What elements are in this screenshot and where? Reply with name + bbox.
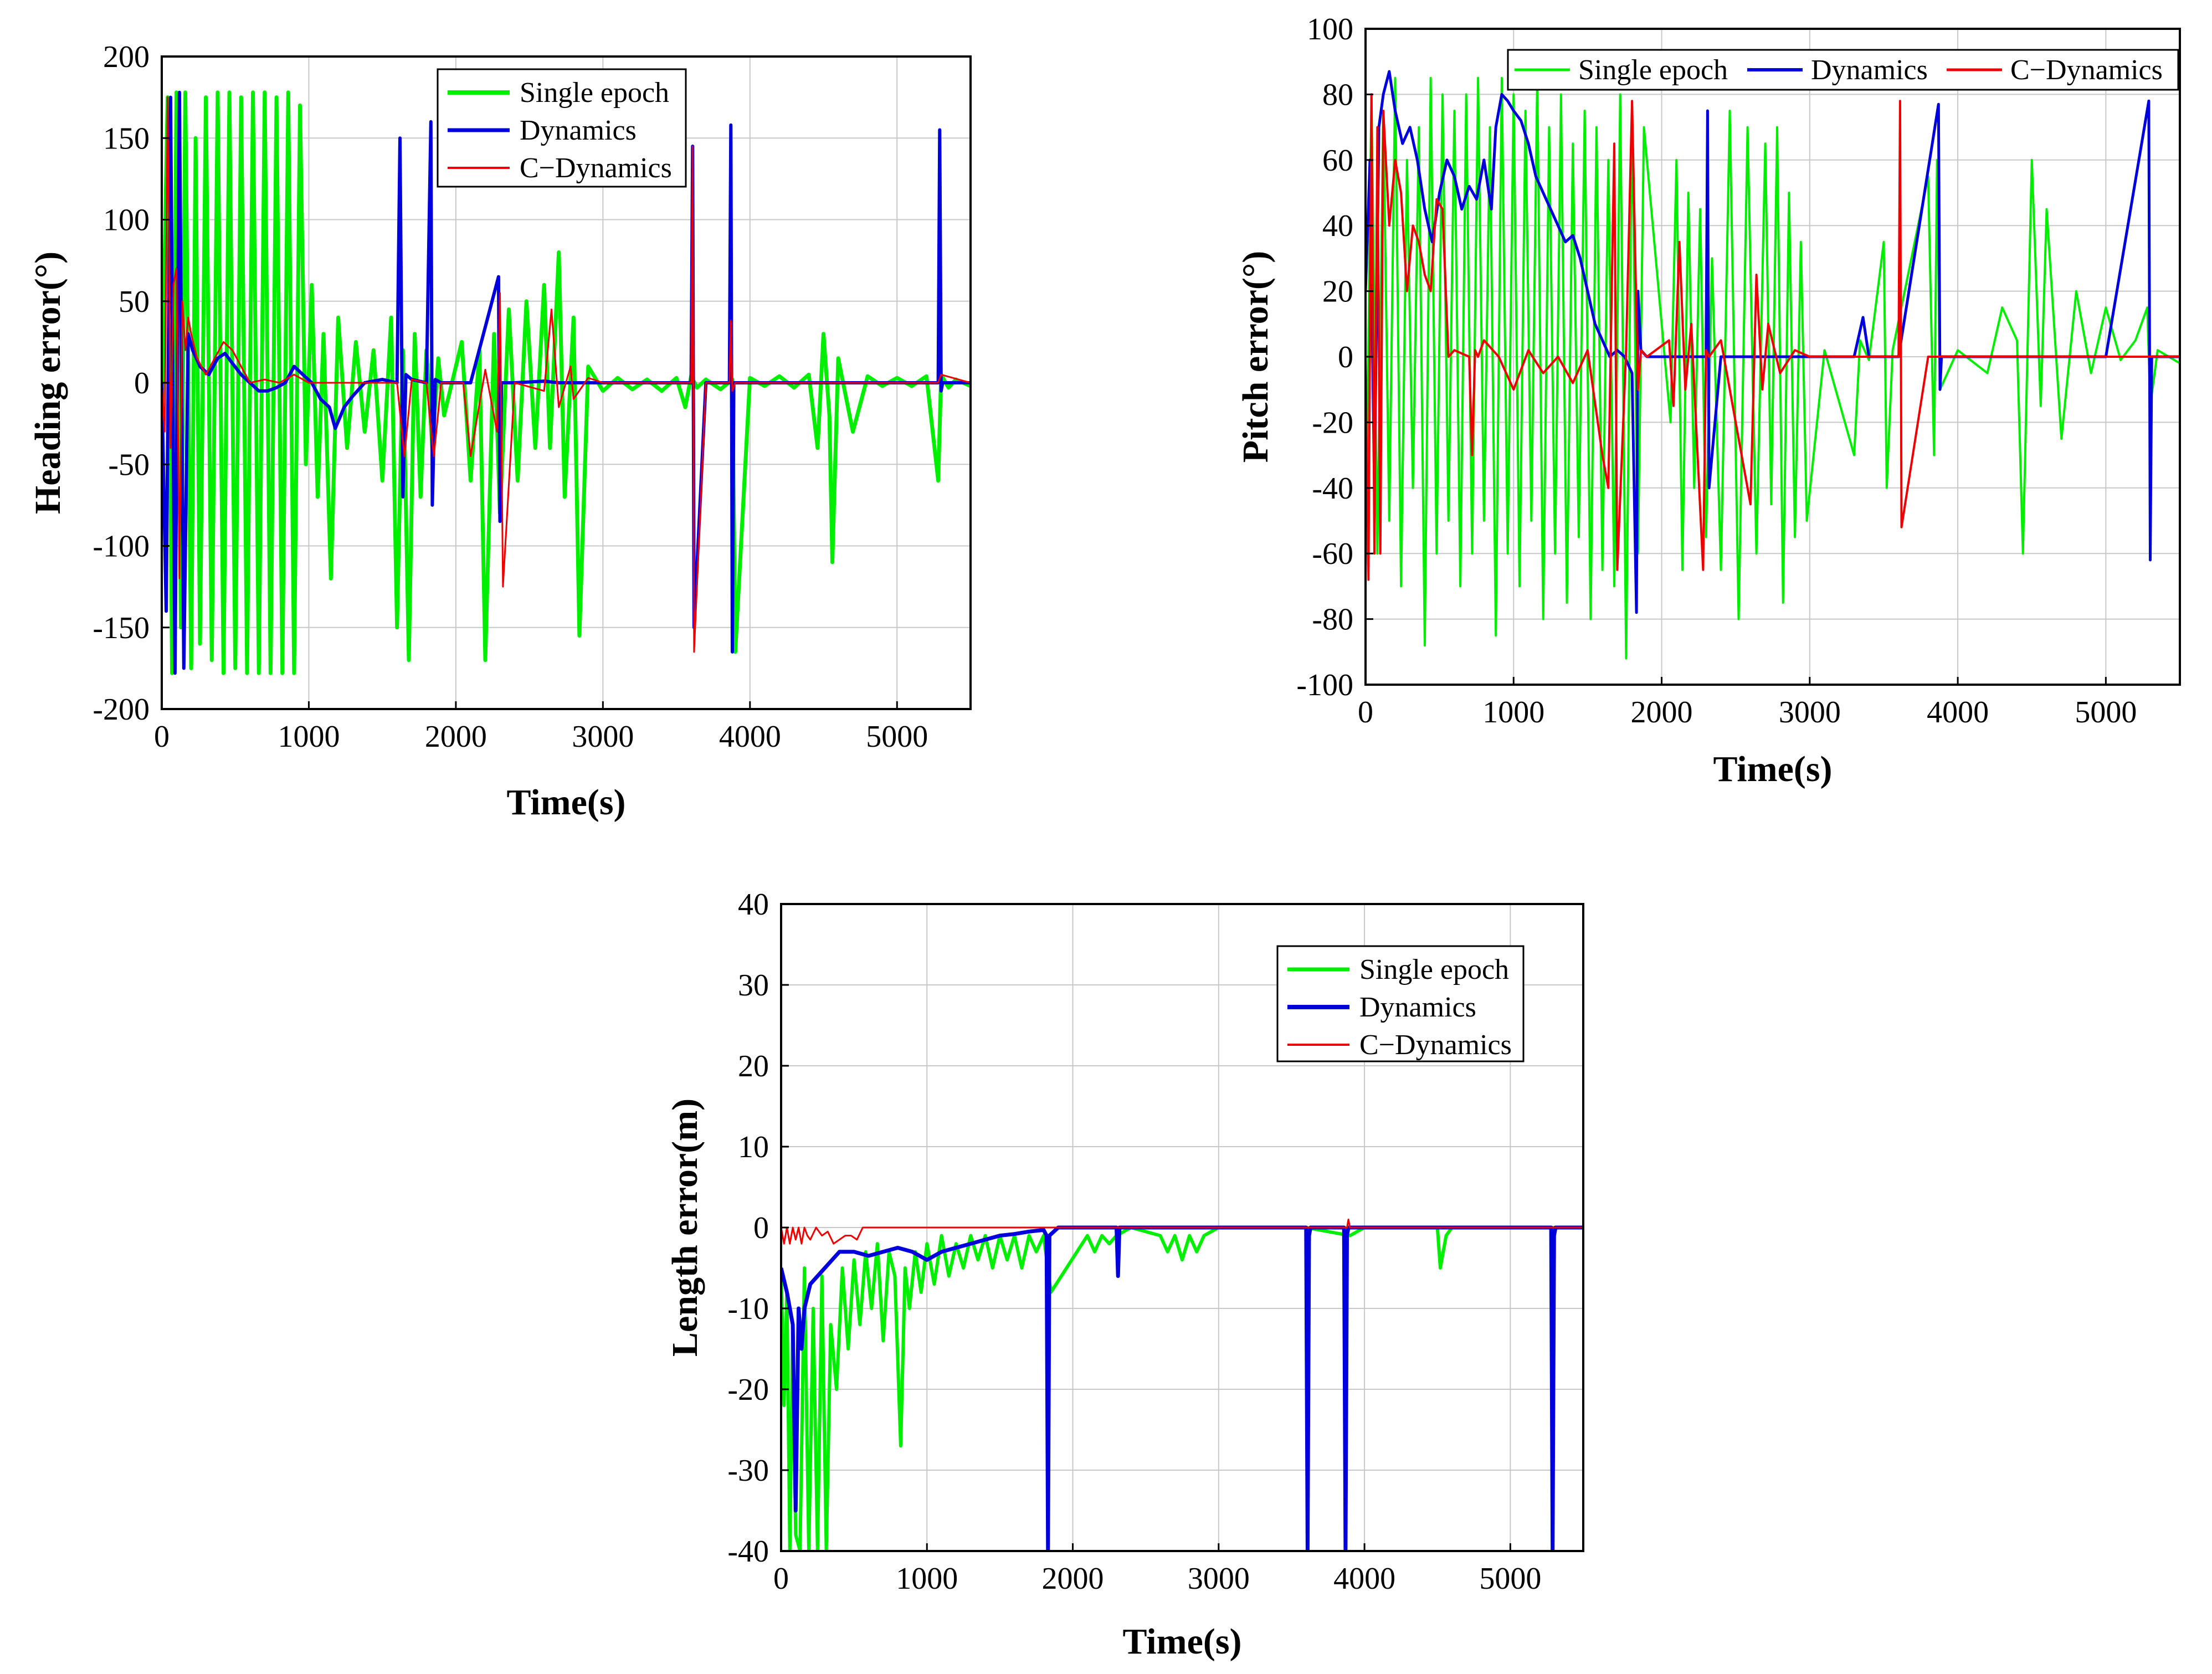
x-axis-title: Time(s) bbox=[506, 782, 625, 823]
x-tick-label: 1000 bbox=[278, 720, 340, 754]
y-tick-label: 100 bbox=[1307, 12, 1353, 47]
x-axis-title: Time(s) bbox=[1122, 1621, 1241, 1662]
y-tick-label: -60 bbox=[1312, 537, 1353, 571]
y-tick-label: 0 bbox=[134, 366, 150, 400]
x-tick-label: 3000 bbox=[1188, 1562, 1250, 1596]
legend-box bbox=[1276, 945, 1525, 1062]
x-axis-title: Time(s) bbox=[1713, 749, 1832, 789]
y-tick-label: 80 bbox=[1322, 78, 1353, 112]
length-error-chart: 0 1000 2000 3000 4000 5000 -40 -30 -20 -10 0 10 20 30… bbox=[665, 887, 1584, 1662]
legend-label-c-dynamics: C−Dynamics bbox=[2010, 54, 2163, 86]
y-tick-label: 20 bbox=[738, 1049, 769, 1084]
series-line-dynamics bbox=[162, 90, 971, 675]
x-tick-label: 0 bbox=[1358, 695, 1373, 730]
y-tick-label: -100 bbox=[93, 530, 150, 564]
series-line-c-dynamics bbox=[1366, 93, 2180, 581]
legend-label-single-epoch: Single epoch bbox=[1359, 954, 1509, 985]
y-tick-label: 10 bbox=[738, 1130, 769, 1164]
x-tick-label: 5000 bbox=[2075, 695, 2137, 730]
legend-label-c-dynamics: C−Dynamics bbox=[1359, 1029, 1512, 1061]
x-tick-label: 4000 bbox=[719, 720, 781, 754]
x-tick-label: 1000 bbox=[1482, 695, 1544, 730]
y-tick-label: 150 bbox=[103, 121, 150, 156]
x-tick-label: 0 bbox=[773, 1562, 789, 1596]
y-tick-label: -20 bbox=[1312, 405, 1353, 440]
y-tick-label: -40 bbox=[727, 1534, 769, 1569]
legend-label-single-epoch: Single epoch bbox=[520, 77, 669, 109]
heading-error-chart: 0 1000 2000 3000 4000 5000 -200 -150 -100 -50 0 50 1… bbox=[28, 40, 972, 823]
y-tick-label: 20 bbox=[1322, 275, 1353, 309]
y-tick-label: -20 bbox=[727, 1373, 769, 1407]
y-tick-label: -150 bbox=[93, 611, 150, 645]
x-tick-label: 3000 bbox=[572, 720, 634, 754]
pitch-error-chart: 0 1000 2000 3000 4000 5000 -100 -80 -60 -40 -20 0 20… bbox=[1235, 12, 2181, 789]
legend-label-c-dynamics: C−Dynamics bbox=[520, 152, 672, 184]
series-line-single-epoch bbox=[162, 90, 971, 675]
x-tick-label: 5000 bbox=[866, 720, 928, 754]
series-line-single-epoch bbox=[1366, 76, 2180, 660]
series-line-c-dynamics bbox=[781, 1218, 1583, 1245]
legend-box bbox=[1507, 49, 2179, 91]
legend-label-dynamics: Dynamics bbox=[520, 115, 637, 146]
legend: Single epoch Dynamics C−Dynamics bbox=[437, 68, 687, 188]
y-tick-label: 100 bbox=[103, 203, 150, 238]
series-line-dynamics bbox=[781, 1225, 1583, 1551]
x-tick-label: 2000 bbox=[1631, 695, 1693, 730]
y-tick-label: -10 bbox=[727, 1292, 769, 1326]
y-axis-title: Pitch error(°) bbox=[1235, 251, 1276, 463]
x-tick-label: 2000 bbox=[1042, 1562, 1104, 1596]
x-tick-label: 5000 bbox=[1479, 1562, 1541, 1596]
y-tick-label: -80 bbox=[1312, 603, 1353, 637]
legend-label-dynamics: Dynamics bbox=[1359, 992, 1476, 1023]
series-line-c-dynamics bbox=[162, 96, 971, 653]
x-tick-label: 4000 bbox=[1333, 1562, 1395, 1596]
y-axis-title: Heading error(°) bbox=[28, 251, 68, 514]
legend: Single epoch Dynamics C−Dynamics bbox=[1276, 945, 1525, 1062]
y-tick-label: 60 bbox=[1322, 143, 1353, 178]
y-tick-label: -40 bbox=[1312, 471, 1353, 506]
y-tick-label: 40 bbox=[738, 887, 769, 922]
legend-label-single-epoch: Single epoch bbox=[1578, 54, 1728, 86]
x-tick-label: 4000 bbox=[1927, 695, 1989, 730]
y-tick-label: -50 bbox=[108, 448, 150, 482]
x-tick-label: 2000 bbox=[425, 720, 487, 754]
y-tick-label: -100 bbox=[1296, 668, 1353, 702]
x-tick-label: 0 bbox=[154, 720, 170, 754]
y-axis-title: Length error(m) bbox=[665, 1098, 705, 1357]
series-line-single-epoch bbox=[781, 1226, 1583, 1551]
y-tick-label: -200 bbox=[93, 692, 150, 727]
y-tick-label: 50 bbox=[119, 285, 150, 319]
y-tick-label: -30 bbox=[727, 1454, 769, 1488]
x-tick-label: 3000 bbox=[1779, 695, 1841, 730]
y-tick-label: 40 bbox=[1322, 209, 1353, 243]
x-tick-label: 1000 bbox=[896, 1562, 958, 1596]
y-tick-label: 200 bbox=[103, 40, 150, 74]
y-tick-label: 0 bbox=[1338, 340, 1353, 374]
y-tick-label: 30 bbox=[738, 968, 769, 1003]
legend-label-dynamics: Dynamics bbox=[1811, 54, 1928, 86]
legend: Single epoch Dynamics C−Dynamics bbox=[1507, 49, 2179, 91]
y-tick-label: 0 bbox=[753, 1211, 769, 1245]
